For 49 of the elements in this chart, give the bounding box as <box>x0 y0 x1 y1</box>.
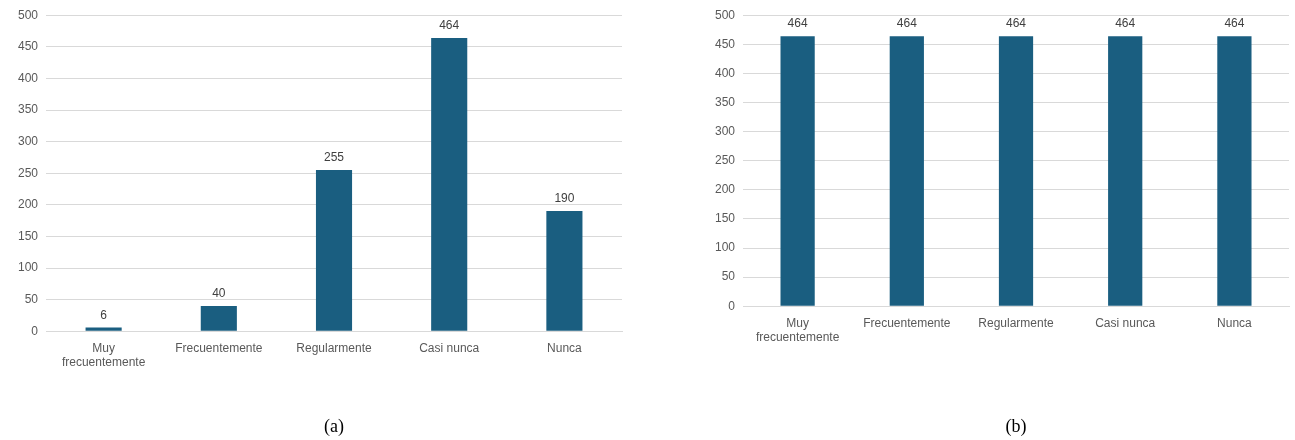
data-label: 464 <box>1115 16 1136 31</box>
data-label: 255 <box>324 150 345 165</box>
y-tick-label: 100 <box>17 260 39 275</box>
text: (b) <box>1005 416 1027 437</box>
data-label: 464 <box>787 16 808 31</box>
y-tick-label: 450 <box>17 39 39 54</box>
y-tick-label: 500 <box>17 7 39 22</box>
bar <box>546 211 583 331</box>
y-tick-label: 50 <box>721 269 736 284</box>
y-tick-label: 350 <box>714 94 736 109</box>
x-tick-label: Frecuentemente <box>175 340 263 355</box>
data-label: 464 <box>439 18 460 33</box>
bar <box>200 305 237 331</box>
data-label: 6 <box>100 307 108 322</box>
data-label: 190 <box>554 191 575 206</box>
y-tick-label: 0 <box>728 298 736 313</box>
x-tick-label: Casi nunca <box>419 340 480 355</box>
bar <box>431 37 468 331</box>
x-tick-label: Muy frecuentemente <box>61 340 146 370</box>
y-tick-label: 300 <box>714 123 736 138</box>
x-tick-label: Regularmente <box>296 340 373 355</box>
y-tick-label: 500 <box>714 7 736 22</box>
x-tick-label: Nunca <box>547 340 583 355</box>
y-tick-label: 400 <box>17 70 39 85</box>
y-tick-label: 450 <box>714 36 736 51</box>
y-tick-label: 200 <box>714 182 736 197</box>
y-tick-label: 200 <box>17 197 39 212</box>
y-tick-label: 100 <box>714 240 736 255</box>
data-label: 464 <box>896 16 918 31</box>
y-tick-label: 150 <box>17 228 39 243</box>
data-label: 464 <box>1224 16 1245 31</box>
x-tick-label: Muy frecuentemente <box>755 315 840 345</box>
x-tick-label: Frecuentemente <box>863 315 951 330</box>
y-tick-label: 0 <box>31 323 39 338</box>
y-tick-label: 150 <box>714 211 736 226</box>
text: (a) <box>324 416 344 437</box>
y-tick-label: 250 <box>714 153 736 168</box>
bar <box>315 170 353 331</box>
x-tick-label: Regularmente <box>978 315 1055 330</box>
y-tick-label: 250 <box>17 165 39 180</box>
data-label: 40 <box>212 286 226 301</box>
data-label: 464 <box>1006 16 1027 31</box>
x-tick-label: Nunca <box>1217 315 1253 330</box>
y-tick-label: 400 <box>714 65 736 80</box>
x-tick-label: Casi nunca <box>1095 315 1156 330</box>
y-tick-label: 300 <box>17 133 39 148</box>
y-tick-label: 50 <box>24 291 39 306</box>
y-tick-label: 350 <box>17 102 39 117</box>
bar <box>85 327 122 331</box>
